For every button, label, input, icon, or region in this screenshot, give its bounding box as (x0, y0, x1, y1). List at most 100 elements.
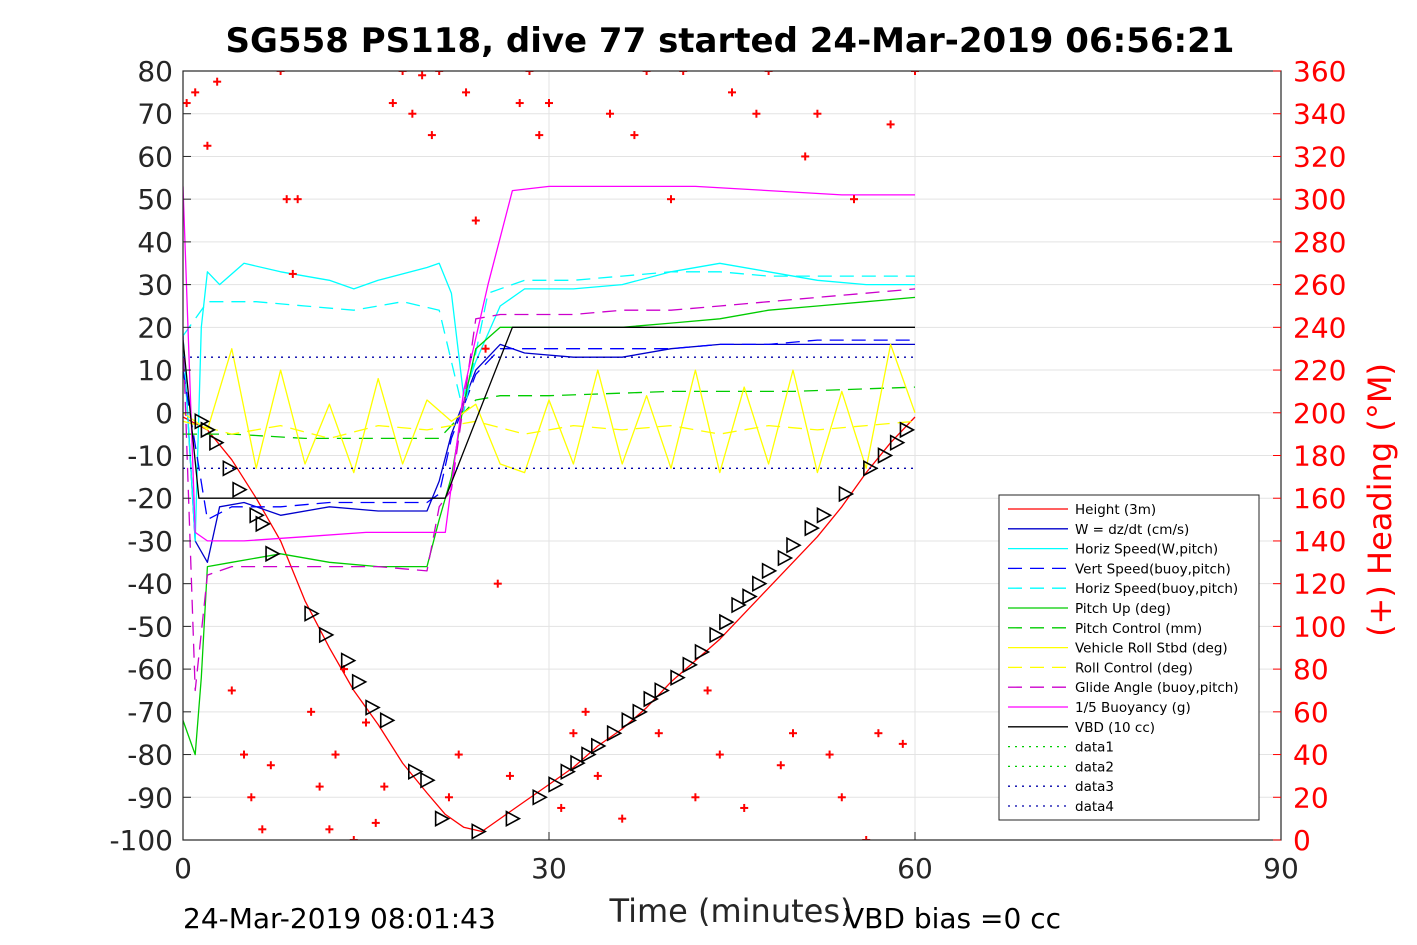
depth-marker (420, 771, 436, 789)
heading-point (557, 803, 566, 812)
heading-point (776, 761, 785, 770)
depth-marker (761, 562, 778, 580)
heading-point (408, 109, 417, 118)
y-tick-label: -40 (127, 568, 173, 601)
series-line (183, 185, 915, 542)
heading-point (247, 793, 256, 802)
heading-point (874, 729, 883, 738)
series-line (183, 262, 915, 542)
depth-marker (209, 434, 225, 452)
depth-marker (654, 682, 670, 699)
footer-vbd-bias: VBD bias =0 cc (845, 902, 1061, 935)
series-line (183, 339, 915, 521)
heading-point (240, 750, 248, 759)
heading-point (258, 825, 267, 834)
heading-point (898, 739, 907, 748)
heading-point (593, 771, 602, 780)
depth-marker (548, 776, 564, 793)
y-tick-label: 60 (137, 140, 173, 173)
y-tick-label: 30 (137, 269, 173, 302)
heading-point (227, 686, 236, 695)
heading-point (642, 71, 651, 75)
depth-marker (694, 643, 711, 661)
heading-point (435, 71, 444, 75)
depth-marker (255, 515, 271, 533)
y2-tick-label: 200 (1293, 397, 1346, 430)
y2-tick-label: 0 (1293, 824, 1311, 857)
heading-point (679, 71, 688, 75)
depth-marker (471, 823, 487, 840)
legend-label: Glide Angle (buoy,pitch) (1075, 680, 1239, 696)
y2-tick-label: 40 (1293, 739, 1329, 772)
y2-tick-label: 100 (1293, 610, 1346, 643)
heading-point (481, 344, 490, 353)
depth-marker (232, 481, 248, 499)
heading-point (388, 99, 397, 108)
heading-point (418, 71, 427, 80)
heading-point (618, 814, 627, 823)
legend-label: data1 (1075, 740, 1114, 756)
y-tick-label: -90 (127, 781, 173, 814)
heading-point (837, 793, 846, 802)
heading-point (525, 71, 534, 75)
heading-point (850, 195, 858, 204)
heading-point (288, 269, 297, 278)
y2-tick-label: 360 (1293, 55, 1346, 88)
heading-point (667, 195, 675, 204)
y-tick-label: 80 (137, 55, 173, 88)
depth-marker (581, 746, 597, 763)
x-tick-label: 30 (531, 852, 567, 885)
heading-point (362, 718, 370, 727)
y-tick-label: -100 (109, 824, 173, 857)
y2-tick-label: 180 (1293, 440, 1346, 473)
depth-marker (682, 656, 698, 674)
depth-marker (752, 575, 768, 593)
y-tick-label: -80 (127, 739, 173, 772)
heading-point (331, 750, 340, 759)
x-axis: 0 30 60 90 (174, 832, 1299, 885)
left-axis: 80 70 60 50 40 30 20 10 0 -10 -20 -30 -40 -50 -60 -70 -8… (109, 55, 191, 857)
y-tick-label: -20 (127, 482, 173, 515)
heading-point (349, 836, 358, 840)
depth-marker (786, 536, 802, 554)
legend-label: data2 (1075, 759, 1114, 775)
legend-label: Height (3m) (1075, 502, 1156, 518)
series-line (183, 420, 916, 440)
y-tick-label: -10 (127, 440, 173, 473)
heading-point (282, 195, 291, 204)
legend-label: Horiz Speed(W,pitch) (1075, 542, 1218, 558)
depth-marker (863, 459, 879, 477)
depth-marker (505, 810, 522, 827)
y2-tick-label: 340 (1293, 98, 1346, 131)
depth-marker (621, 712, 637, 729)
depth-marker (719, 613, 735, 631)
heading-point (203, 141, 212, 150)
series-line (183, 343, 916, 474)
y2-tick-label: 160 (1293, 482, 1346, 515)
depth-marker (838, 485, 855, 503)
y-tick-label: 10 (137, 354, 173, 387)
y2-tick-label: 140 (1293, 525, 1346, 558)
series-line (183, 271, 915, 414)
depth-marker (877, 447, 894, 464)
heading-point (911, 71, 919, 75)
heading-point (581, 707, 590, 716)
right-axis-label: (+) Heading (°M) (1361, 363, 1399, 637)
heading-point (630, 131, 639, 140)
heading-point (862, 836, 871, 840)
heading-point (398, 71, 407, 75)
legend-label: Horiz Speed(buoy,pitch) (1075, 581, 1238, 597)
depth-marker (606, 724, 623, 742)
marker-layer (194, 412, 916, 840)
x-tick-label: 90 (1263, 852, 1299, 885)
depth-marker (816, 506, 833, 524)
y-tick-label: 70 (137, 98, 173, 131)
depth-marker (318, 626, 335, 644)
depth-marker (570, 754, 586, 772)
right-axis: 3603403203002802602402202001801601401201… (1273, 55, 1346, 857)
heading-point (569, 729, 578, 738)
heading-point (371, 818, 380, 827)
y2-tick-label: 300 (1293, 183, 1346, 216)
heading-point (493, 579, 502, 588)
